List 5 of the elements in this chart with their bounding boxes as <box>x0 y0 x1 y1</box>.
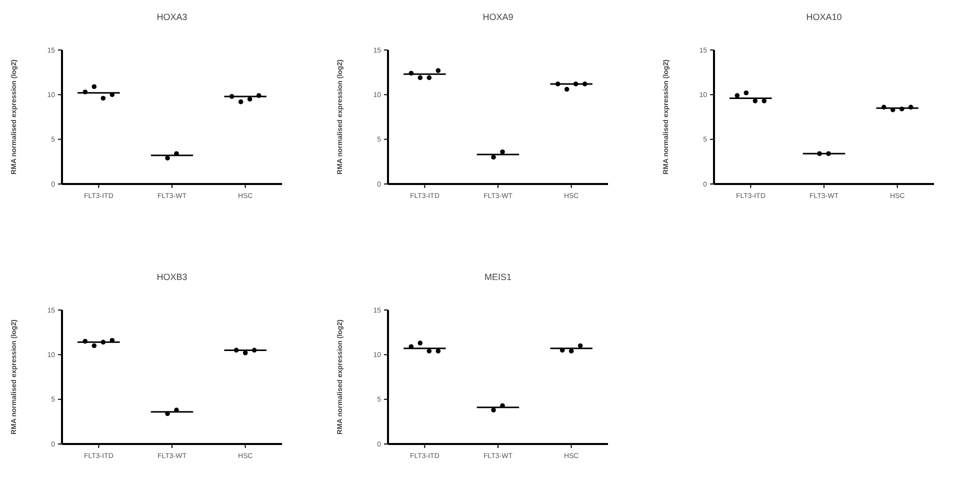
chart-title: HOXA10 <box>806 12 842 22</box>
chart-title: HOXA9 <box>482 12 514 22</box>
chart-title: HOXA3 <box>156 12 188 22</box>
chart-title: MEIS1 <box>484 272 512 282</box>
chart-title: HOXB3 <box>156 272 188 282</box>
